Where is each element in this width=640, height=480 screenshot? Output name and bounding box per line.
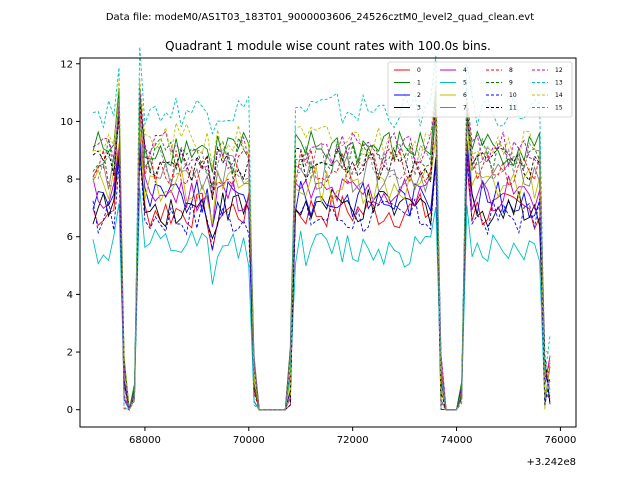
axes-frame	[79, 57, 577, 428]
legend-box	[387, 61, 573, 118]
series-line-13	[92, 46, 551, 411]
x-tick-label: 68000	[129, 435, 161, 446]
x-tick-label: 76000	[545, 435, 577, 446]
legend-label-3: 3	[417, 105, 421, 112]
series-line-1	[92, 88, 551, 411]
series-line-11	[92, 102, 551, 412]
legend-label-1: 1	[417, 80, 421, 87]
figure-suptitle: Data file: modeM0/AS1T03_183T01_90000036…	[106, 12, 534, 23]
legend-label-15: 15	[555, 105, 563, 112]
series-layer	[92, 46, 551, 412]
legend-label-10: 10	[509, 92, 517, 99]
series-line-6	[92, 124, 551, 412]
x-tick-label: 72000	[337, 435, 369, 446]
legend-label-12: 12	[555, 67, 563, 74]
y-axis: 0 2 4 6 8 10 12	[60, 59, 80, 416]
legend-label-13: 13	[555, 80, 563, 87]
legend-label-0: 0	[417, 67, 421, 74]
chart-title: Quadrant 1 module wise count rates with …	[165, 39, 491, 53]
x-axis-offset-label: +3.242e8	[526, 457, 576, 468]
series-line-8	[92, 104, 551, 411]
legend-label-11: 11	[509, 105, 517, 112]
legend-label-4: 4	[463, 67, 467, 74]
series-line-15	[92, 102, 551, 412]
y-tick-label: 12	[60, 59, 73, 70]
x-tick-label: 74000	[441, 435, 473, 446]
y-tick-label: 6	[67, 232, 73, 243]
y-tick-label: 8	[67, 175, 73, 186]
series-line-14	[92, 78, 551, 412]
legend-label-8: 8	[509, 67, 513, 74]
legend-label-7: 7	[463, 105, 467, 112]
legend-label-14: 14	[555, 92, 563, 99]
y-tick-label: 0	[67, 405, 73, 416]
legend-label-6: 6	[463, 92, 467, 99]
y-tick-label: 10	[60, 117, 73, 128]
legend-label-5: 5	[463, 80, 467, 87]
y-tick-label: 4	[67, 290, 73, 301]
x-tick-label: 70000	[233, 435, 265, 446]
y-tick-label: 2	[67, 348, 73, 359]
series-line-5	[92, 188, 551, 412]
x-axis: 68000 70000 72000 74000 76000	[129, 427, 576, 446]
legend-label-2: 2	[417, 92, 421, 99]
legend-label-9: 9	[509, 80, 513, 87]
